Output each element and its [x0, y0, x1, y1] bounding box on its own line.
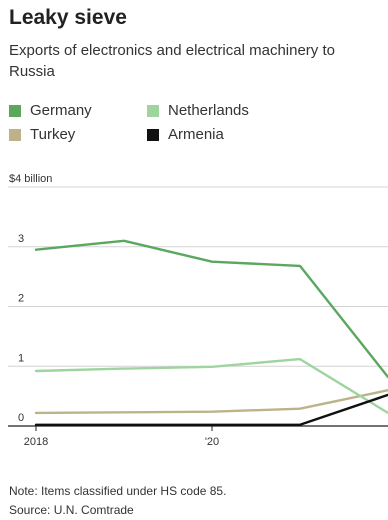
note-text: Note: Items classified under HS code 85.: [9, 484, 227, 498]
legend-item-netherlands: Netherlands: [147, 102, 249, 119]
series-line-netherlands: [34, 357, 388, 415]
legend-label-germany: Germany: [30, 102, 92, 119]
chart-title: Leaky sieve: [9, 6, 127, 29]
legend-swatch-netherlands: [147, 104, 159, 117]
series-line-turkey: [34, 388, 388, 415]
source-text: Source: U.N. Comtrade: [9, 503, 134, 517]
legend-swatch-turkey: [9, 128, 21, 141]
legend-item-armenia: Armenia: [147, 126, 224, 143]
legend-item-germany: Germany: [9, 102, 92, 119]
y-tick-label-0: 0: [18, 412, 24, 424]
chart-notes: Note: Items classified under HS code 85.…: [9, 482, 226, 520]
line-chart: 0 1 2 3 $4 billion 2018 '20: [8, 173, 388, 448]
legend-swatch-germany: [9, 104, 21, 117]
x-tick-label-0: 2018: [24, 436, 48, 448]
legend-item-turkey: Turkey: [9, 126, 75, 143]
series-line-armenia: [34, 393, 388, 426]
legend-label-netherlands: Netherlands: [168, 102, 249, 119]
chart-subtitle: Exports of electronics and electrical ma…: [9, 42, 335, 80]
series-line-germany: [34, 239, 388, 379]
legend-label-turkey: Turkey: [30, 126, 76, 143]
y-tick-label-3: 3: [18, 233, 24, 245]
legend-swatch-armenia: [147, 128, 159, 141]
y-tick-label-2: 2: [18, 293, 24, 305]
y-tick-label-4: $4 billion: [9, 173, 52, 185]
y-tick-label-1: 1: [18, 352, 24, 364]
legend: Germany Netherlands Turkey Armenia: [9, 100, 379, 148]
x-tick-label-1: '20: [205, 436, 219, 448]
legend-label-armenia: Armenia: [168, 126, 224, 143]
